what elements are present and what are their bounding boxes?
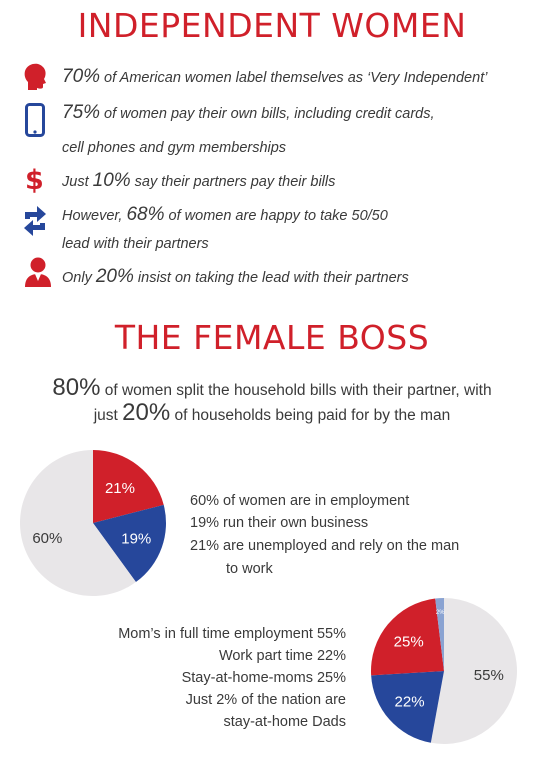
boss-stat-pre-2: just bbox=[93, 407, 123, 424]
pie1-label-0: 60% bbox=[32, 530, 62, 547]
employment-pie-chart: 21% 19% 60% bbox=[19, 450, 166, 596]
pie2-slice-3 bbox=[435, 598, 444, 671]
pie2-label-2: 25% bbox=[394, 634, 424, 651]
boss-stat-number-1: 80% bbox=[52, 374, 101, 401]
fact-4-number: 68% bbox=[126, 204, 165, 225]
pie1-label-1: 19% bbox=[121, 531, 151, 548]
fact-5-number: 20% bbox=[95, 266, 134, 287]
page-title: INDEPENDENT WOMEN bbox=[0, 6, 544, 45]
pie2-slice-1 bbox=[371, 671, 444, 743]
fact-4-pre: However, bbox=[62, 208, 127, 224]
moms-pie-chart: 55% 22% 25% 2% bbox=[371, 598, 517, 744]
boss-stat-text-1: of women split the household bills with … bbox=[100, 382, 492, 399]
pie2-note-4: Just 2% of the nation are bbox=[185, 692, 346, 708]
pie1-slice-1 bbox=[93, 504, 166, 583]
section-title-text: THE FEMALE BOSS bbox=[114, 318, 430, 357]
fact-1: 70% of American women label themselves a… bbox=[62, 66, 487, 88]
fact-2-line-2: cell phones and gym memberships bbox=[62, 140, 286, 156]
pie2-slice-2 bbox=[371, 598, 444, 676]
pie1-label-2: 21% bbox=[105, 480, 135, 497]
fact-4-line-2: lead with their partners bbox=[62, 236, 209, 252]
pie2-label-3: 2% bbox=[436, 610, 445, 616]
smartphone-icon bbox=[25, 103, 45, 142]
fact-3-number: 10% bbox=[92, 170, 131, 191]
fact-2-number: 75% bbox=[62, 102, 101, 123]
pie2-note-1: Mom’s in full time employment 55% bbox=[118, 626, 346, 642]
pie1-slice-0 bbox=[19, 450, 136, 596]
fact-3-pre: Just bbox=[62, 174, 93, 190]
fact-1-number: 70% bbox=[62, 66, 101, 87]
pie1-slice-2 bbox=[93, 450, 164, 523]
pie1-note-2: 19% run their own business bbox=[190, 515, 369, 531]
fact-4: However, 68% of women are happy to take … bbox=[62, 204, 388, 226]
businesswoman-icon bbox=[24, 256, 52, 293]
fact-3-text: say their partners pay their bills bbox=[130, 174, 336, 190]
fact-4-text: of women are happy to take 50/50 bbox=[164, 208, 388, 224]
boss-stat-text-2: of households being paid for by the man bbox=[170, 407, 451, 424]
fact-4-text-2: lead with their partners bbox=[62, 236, 209, 252]
pie2-label-1: 22% bbox=[395, 694, 425, 711]
fact-5-pre: Only bbox=[62, 270, 96, 286]
boss-stat-number-2: 20% bbox=[122, 399, 171, 426]
fact-2: 75% of women pay their own bills, includ… bbox=[62, 102, 435, 124]
arrows-swap-icon bbox=[22, 203, 48, 244]
boss-stat-line-2: just 20% of households being paid for by… bbox=[0, 399, 544, 427]
fact-2-text-2: cell phones and gym memberships bbox=[62, 140, 287, 156]
fact-2-text: of women pay their own bills, including … bbox=[100, 106, 435, 122]
pie2-note-5: stay-at-home Dads bbox=[223, 714, 347, 730]
pie2-label-0: 55% bbox=[474, 667, 504, 684]
pie1-note-4: to work bbox=[226, 561, 273, 577]
fact-5-text: insist on taking the lead with their par… bbox=[133, 270, 409, 286]
pie2-note-3: Stay-at-home-moms 25% bbox=[181, 670, 346, 686]
section-title: THE FEMALE BOSS bbox=[0, 318, 544, 357]
fact-3: Just 10% say their partners pay their bi… bbox=[62, 170, 335, 192]
pie1-note-1: 60% of women are in employment bbox=[190, 493, 410, 509]
boss-stat-line-1: 80% of women split the household bills w… bbox=[0, 374, 544, 402]
dollar-icon: $ bbox=[25, 165, 44, 196]
pie1-note-3: 21% are unemployed and rely on the man bbox=[190, 538, 460, 554]
fact-1-text: of American women label themselves as ‘V… bbox=[100, 70, 488, 86]
pie2-note-2: Work part time 22% bbox=[218, 648, 346, 664]
woman-head-icon bbox=[22, 62, 48, 97]
title-text: INDEPENDENT WOMEN bbox=[77, 6, 467, 45]
fact-5: Only 20% insist on taking the lead with … bbox=[62, 266, 409, 288]
pie2-slice-0 bbox=[430, 598, 517, 744]
